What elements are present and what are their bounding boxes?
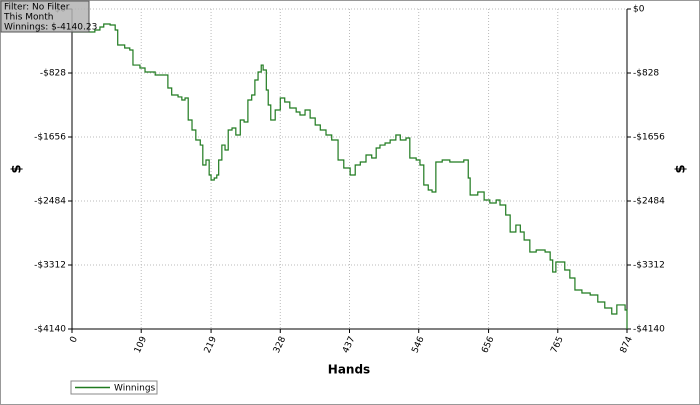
series-line [72,23,628,330]
info-box-bg [0,0,90,33]
y-tick-label: -$1656 [34,133,66,143]
x-tick-label: 0 [68,335,80,345]
y2-axis-label: $ [674,164,689,173]
y2-tick-label: -$828 [633,69,659,79]
y2-tick-label: -$2484 [633,197,665,207]
y-tick-label: -$2484 [34,197,66,207]
y2-tick-label: -$4140 [633,325,665,335]
y-axis-label: $ [10,164,25,173]
plot-area: 0109219328437546656765874$0-$828-$1656-$… [34,5,665,355]
legend-box [70,380,158,395]
y2-tick-label: -$1656 [633,133,665,143]
y-tick-label: -$4140 [34,325,66,335]
legend: Winnings [70,380,158,395]
y-tick-label: -$828 [40,69,66,79]
y-tick-label: -$3312 [34,261,66,271]
legend-label: Winnings [114,384,156,394]
info-line: Winnings: $-4140.23 [4,23,97,33]
info-box: Filter: No Filter This Month Winnings: $… [0,0,97,33]
x-axis-label: Hands [328,363,370,377]
info-line: This Month [3,13,53,23]
y2-tick-label: $0 [633,5,645,15]
info-line: Filter: No Filter [4,3,70,13]
y2-tick-label: -$3312 [633,261,665,271]
